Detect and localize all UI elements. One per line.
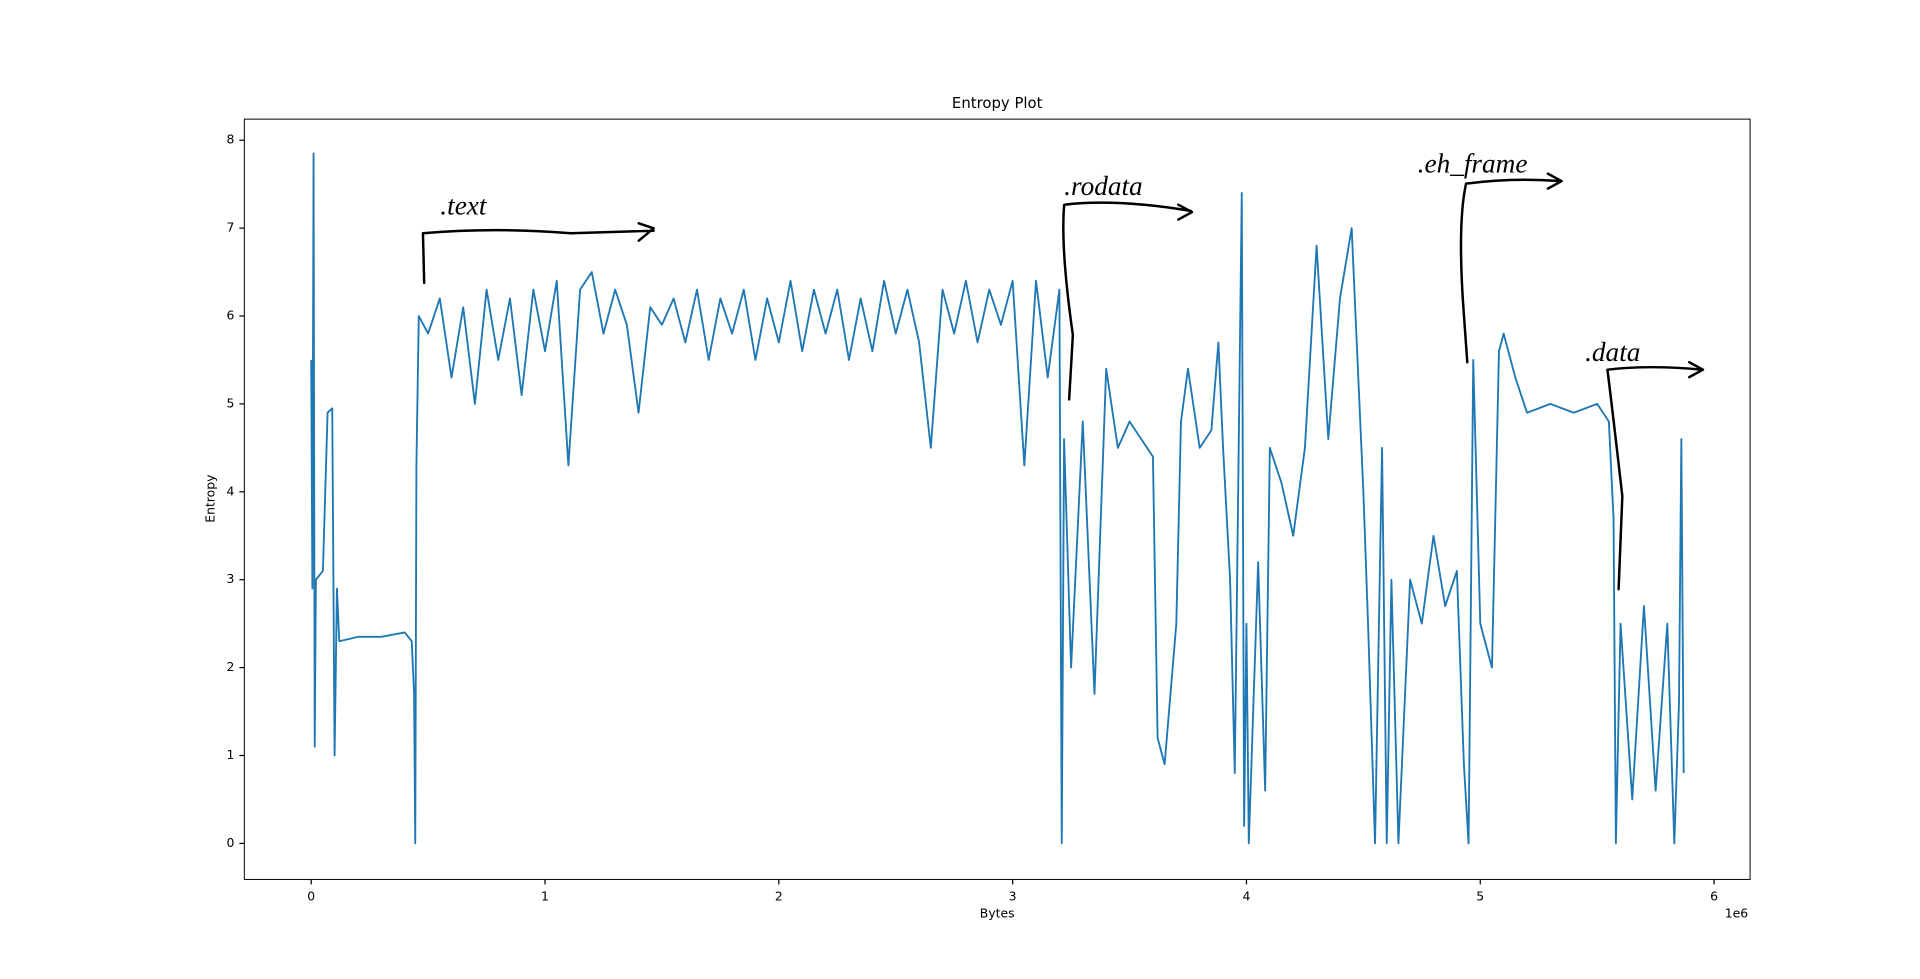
y-tick-label: 7 xyxy=(227,220,235,235)
bracket xyxy=(421,222,655,285)
annotation: .text xyxy=(440,191,488,221)
y-axis-label: Entropy xyxy=(202,475,217,523)
x-offset-label: 1e6 xyxy=(1725,906,1749,921)
x-tick-label: 2 xyxy=(775,888,783,903)
axes-frame xyxy=(243,118,1751,880)
annotation: .rodata xyxy=(1064,171,1143,201)
chart-title: Entropy Plot xyxy=(952,94,1043,112)
y-tick-label: 6 xyxy=(227,308,235,323)
annotation-brackets xyxy=(421,172,1705,591)
y-tick-label: 1 xyxy=(227,747,235,762)
y-tick-label: 5 xyxy=(227,395,235,410)
annotation: .eh_frame xyxy=(1418,149,1528,179)
y-tick-label: 2 xyxy=(227,659,235,674)
x-tick-label: 5 xyxy=(1476,888,1484,903)
bracket xyxy=(1459,172,1563,364)
y-tick-label: 0 xyxy=(227,835,235,850)
x-tick-label: 0 xyxy=(307,888,315,903)
x-axis-label: Bytes xyxy=(980,906,1015,921)
x-tick-label: 1 xyxy=(541,888,549,903)
entropy-line xyxy=(310,152,1685,845)
x-tick-label: 6 xyxy=(1710,888,1718,903)
bracket xyxy=(1062,201,1194,401)
x-tick-label: 3 xyxy=(1009,888,1017,903)
y-tick-label: 4 xyxy=(227,483,235,498)
annotation: .data xyxy=(1585,337,1640,367)
bracket xyxy=(1606,360,1705,591)
y-tick-label: 3 xyxy=(227,571,235,586)
y-tick-label: 8 xyxy=(227,132,235,147)
x-tick-label: 4 xyxy=(1243,888,1251,903)
